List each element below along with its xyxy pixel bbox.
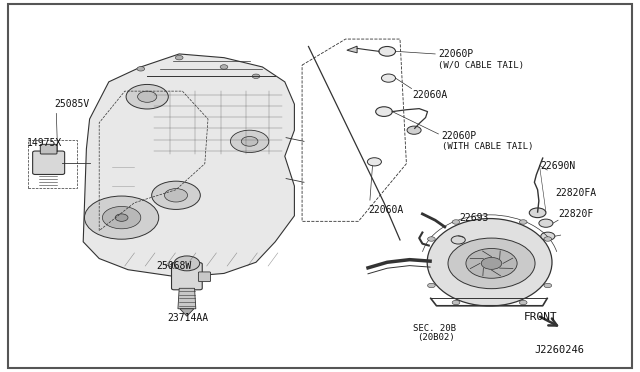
Circle shape (175, 55, 183, 60)
Circle shape (152, 181, 200, 209)
Text: 25085V: 25085V (54, 99, 90, 109)
Circle shape (544, 237, 552, 241)
Text: (20B02): (20B02) (417, 333, 455, 342)
FancyBboxPatch shape (198, 272, 211, 282)
Polygon shape (180, 309, 194, 316)
Text: (W/O CABLE TAIL): (W/O CABLE TAIL) (438, 61, 524, 70)
Circle shape (452, 220, 460, 224)
Circle shape (544, 283, 552, 288)
Text: 22060P: 22060P (438, 49, 474, 59)
Circle shape (379, 46, 396, 56)
Circle shape (520, 220, 527, 224)
Text: FRONT: FRONT (524, 312, 557, 322)
Circle shape (126, 84, 168, 109)
Circle shape (520, 300, 527, 305)
Circle shape (539, 219, 553, 227)
Circle shape (448, 238, 535, 289)
Ellipse shape (428, 219, 552, 306)
Circle shape (451, 236, 465, 244)
FancyBboxPatch shape (33, 151, 65, 174)
Text: (WITH CABLE TAIL): (WITH CABLE TAIL) (442, 142, 533, 151)
Text: 25068W: 25068W (157, 261, 192, 271)
Text: 22060A: 22060A (413, 90, 448, 100)
Circle shape (115, 214, 128, 221)
Text: 23714AA: 23714AA (168, 313, 209, 323)
Text: 22693: 22693 (460, 213, 489, 222)
Circle shape (428, 283, 435, 288)
Text: 22060P: 22060P (442, 131, 477, 141)
Circle shape (241, 137, 258, 146)
Text: 14975X: 14975X (27, 138, 62, 148)
Circle shape (481, 257, 502, 269)
Text: 22820FA: 22820FA (556, 189, 596, 198)
Polygon shape (83, 54, 294, 277)
Circle shape (138, 91, 157, 102)
Text: SEC. 20B: SEC. 20B (413, 324, 456, 333)
Polygon shape (347, 46, 357, 53)
Circle shape (102, 206, 141, 229)
FancyBboxPatch shape (40, 144, 57, 154)
Text: 22690N: 22690N (541, 161, 576, 170)
Circle shape (252, 74, 260, 78)
Circle shape (230, 130, 269, 153)
Polygon shape (178, 288, 196, 309)
Circle shape (164, 189, 188, 202)
Circle shape (220, 65, 228, 69)
Circle shape (376, 107, 392, 116)
Circle shape (541, 232, 555, 240)
Text: J2260246: J2260246 (534, 346, 584, 355)
Circle shape (529, 208, 546, 218)
Circle shape (137, 67, 145, 71)
Circle shape (174, 256, 200, 271)
Text: 22060A: 22060A (368, 205, 403, 215)
Circle shape (466, 248, 517, 278)
Circle shape (452, 300, 460, 305)
Text: 22820F: 22820F (558, 209, 593, 219)
Circle shape (407, 126, 421, 134)
Circle shape (84, 196, 159, 239)
FancyBboxPatch shape (172, 263, 202, 290)
Circle shape (367, 158, 381, 166)
Circle shape (428, 237, 435, 241)
Circle shape (381, 74, 396, 82)
